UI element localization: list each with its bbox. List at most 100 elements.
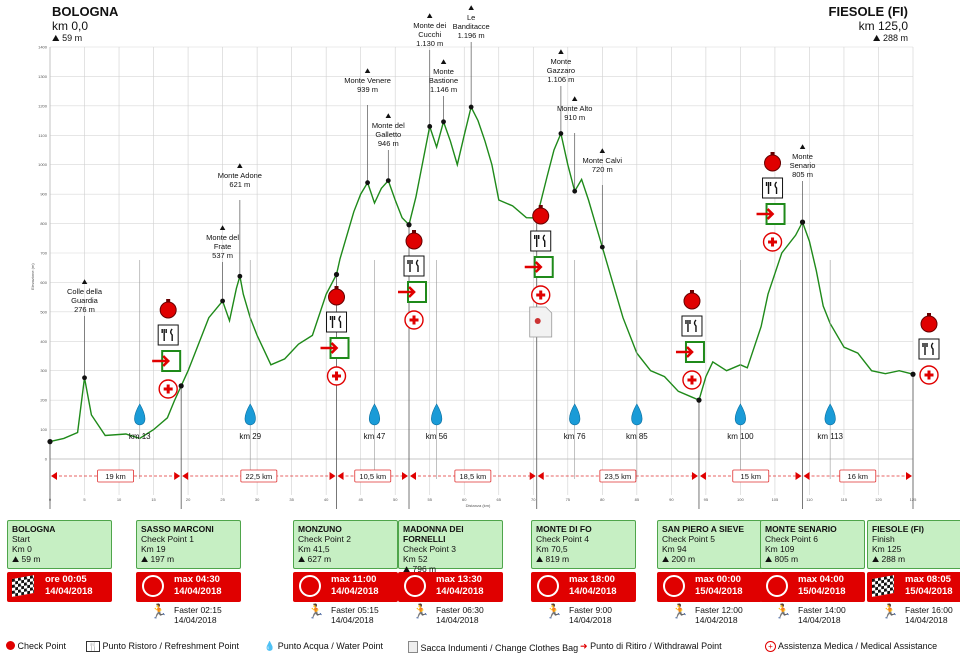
checkpoint-alt-value: 59 m — [21, 554, 41, 564]
checkpoint-box: BOLOGNA Start Km 0 ⛰ 59 m — [7, 520, 112, 569]
x-tick-label: 80 — [600, 497, 605, 502]
elevation-line — [49, 104, 914, 443]
legend-checkpoint-label: Check Point — [17, 641, 67, 651]
legend-bag: Sacca Indumenti / Change Clothes Bag — [408, 641, 578, 653]
peak-dot — [572, 188, 578, 194]
x-tick-label: 35 — [289, 497, 294, 502]
y-tick-label: 1200 — [38, 103, 48, 108]
fastest-time: 🏃 Faster 9:00 14/04/2018 — [531, 604, 636, 625]
legend-withdraw-label: Punto di Ritiro / Withdrawal Point — [590, 641, 722, 651]
exit-arrow-icon — [524, 261, 543, 273]
stopwatch-crown — [927, 313, 931, 316]
exit-arrow-icon — [675, 346, 694, 358]
checkpoint-box: MADONNA DEI FORNELLI Check Point 3 Km 52… — [398, 520, 503, 574]
x-tick-label: 5 — [83, 497, 86, 502]
fastest-time-date: 14/04/2018 — [798, 615, 841, 625]
water-km-label: km 76 — [564, 432, 586, 441]
segment-label-box — [599, 469, 637, 483]
y-tick-label: 1400 — [38, 45, 48, 50]
checkered-flag-icon — [872, 575, 894, 597]
peak-name: Monte — [433, 67, 454, 76]
fork-knife-glyph — [534, 234, 546, 247]
start-alt: ⛰ 59 m — [52, 33, 118, 44]
stopwatch-icon — [537, 575, 559, 597]
peak-dot — [385, 178, 391, 184]
runner-icon: 🏃 — [671, 603, 689, 619]
peak-name: Monte Venere — [344, 76, 391, 85]
checkpoint-role: Check Point 1 — [141, 534, 194, 544]
bag-icon — [529, 306, 553, 338]
peak-altitude: 1.130 m — [416, 39, 443, 48]
peak-name: Monte — [792, 152, 813, 161]
x-tick-label: 30 — [255, 497, 260, 502]
finish-header: FIESOLE (FI) km 125,0 ⛰ 288 m — [829, 4, 908, 44]
peak-altitude: 621 m — [229, 180, 250, 189]
checkpoint-km: Km 109 — [765, 544, 795, 554]
mountain-icon: ⛰ — [385, 113, 391, 120]
water-km-label: km 113 — [817, 432, 843, 441]
y-axis-label: Elevazione (m) — [30, 263, 35, 290]
fastest-time-date: 14/04/2018 — [436, 615, 479, 625]
checkpoint-role: Start — [12, 534, 30, 544]
arrow-left-icon — [51, 472, 57, 480]
checkpoint-alt: ⛰ 59 m — [12, 554, 107, 564]
checkpoint-role: Finish — [872, 534, 895, 544]
segment-label-box — [240, 469, 278, 483]
start-name: BOLOGNA — [52, 4, 119, 19]
stopwatch-icon — [299, 575, 321, 597]
fastest-time-value: Faster 06:30 — [436, 605, 484, 615]
segment-label: 10,5 km — [359, 472, 386, 481]
fastest-time: 🏃 Faster 02:15 14/04/2018 — [136, 604, 241, 625]
peak-dot — [427, 124, 433, 129]
cutoff-time-box: ore 00:05 14/04/2018 — [7, 572, 112, 602]
fastest-time: 🏃 Faster 05:15 14/04/2018 — [293, 604, 398, 625]
arrow-right-icon — [906, 472, 912, 480]
water-km-label: km 13 — [129, 432, 151, 441]
water-drop-icon — [431, 403, 443, 426]
y-tick-label: 800 — [40, 221, 47, 226]
checkered-flag-icon — [12, 575, 34, 597]
mountain-icon: ⛰ — [237, 163, 243, 170]
water-drop-icon — [631, 403, 643, 426]
start-header: BOLOGNA km 0,0 ⛰ 59 m — [52, 4, 118, 44]
mountain-icon: ⛰ — [82, 279, 88, 286]
exit-arrow-icon — [398, 286, 416, 298]
x-tick-label: 70 — [531, 497, 536, 502]
legend-water: 💧 Punto Acqua / Water Point — [264, 641, 383, 652]
y-tick-label: 600 — [40, 280, 47, 285]
peak-dot — [558, 131, 564, 136]
arrow-left-icon — [182, 472, 189, 480]
fork-knife-glyph — [329, 315, 342, 328]
legend-checkpoint: Check Point — [6, 641, 66, 651]
water-drop-icon — [569, 403, 581, 426]
water-drop-icon — [244, 403, 256, 426]
y-tick-label: 400 — [40, 339, 47, 344]
checkpoint-dot — [696, 397, 702, 403]
legend-refresh-label: Punto Ristoro / Refreshment Point — [102, 641, 240, 651]
cutoff-time-box: max 00:00 15/04/2018 — [657, 572, 762, 602]
y-tick-label: 700 — [40, 251, 47, 256]
peak-altitude: 276 m — [74, 305, 95, 314]
y-tick-label: 500 — [40, 309, 47, 314]
stopwatch-crown — [538, 205, 543, 208]
fastest-time: 🏃 Faster 16:00 14/04/2018 — [867, 604, 960, 625]
cutoff-time-box: max 18:00 14/04/2018 — [531, 572, 636, 602]
mountain-icon: ⛰ — [468, 5, 474, 12]
cutoff-date: 14/04/2018 — [174, 586, 222, 597]
x-tick-label: 45 — [358, 497, 363, 502]
checkpoint-box: FIESOLE (FI) Finish Km 125 ⛰ 288 m — [867, 520, 960, 569]
peak-name: Le — [467, 13, 475, 22]
cutoff-time: max 00:00 — [695, 574, 741, 585]
segment-label: 19 km — [105, 472, 125, 481]
checkpoint-km: Km 125 — [872, 544, 902, 554]
exit-icon: ➜ — [580, 641, 588, 651]
fastest-time-value: Faster 16:00 — [905, 605, 953, 615]
cutoff-date: 14/04/2018 — [331, 586, 379, 597]
mountain-icon: ⛰ — [441, 59, 447, 66]
checkpoint-box: SASSO MARCONI Check Point 1 Km 19 ⛰ 197 … — [136, 520, 241, 569]
checkpoint-name: BOLOGNA — [12, 524, 56, 534]
checkpoint-box: SAN PIERO A SIEVE Check Point 5 Km 94 ⛰ … — [657, 520, 762, 569]
cutoff-time-box: max 08:05 15/04/2018 — [867, 572, 960, 602]
fastest-time-value: Faster 02:15 — [174, 605, 222, 615]
mountain-icon: ⛰ — [365, 68, 371, 75]
